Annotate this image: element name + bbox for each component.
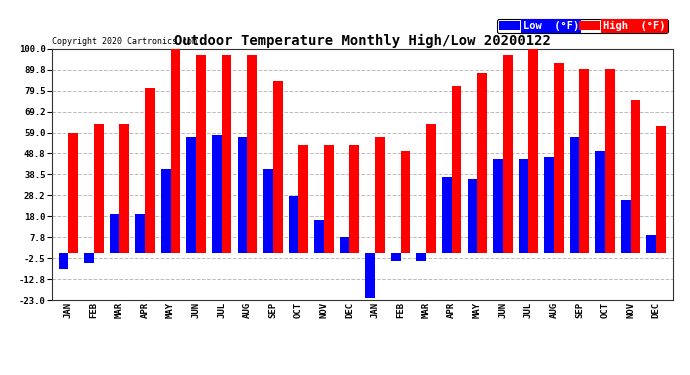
Bar	[595, 151, 605, 253]
Bar	[554, 63, 564, 253]
Bar	[135, 214, 145, 253]
Bar	[247, 55, 257, 253]
Title: Outdoor Temperature Monthly High/Low 20200122: Outdoor Temperature Monthly High/Low 202…	[174, 33, 551, 48]
Bar	[529, 49, 538, 253]
Bar	[196, 55, 206, 253]
Bar	[452, 86, 462, 253]
Bar	[544, 157, 554, 253]
Bar	[94, 124, 104, 253]
Bar	[237, 136, 247, 253]
Bar	[442, 177, 452, 253]
Bar	[212, 135, 221, 253]
Bar	[375, 136, 385, 253]
Bar	[426, 124, 436, 253]
Bar	[221, 55, 231, 253]
Bar	[68, 132, 78, 253]
Bar	[605, 69, 615, 253]
Bar	[110, 214, 119, 253]
Bar	[288, 196, 298, 253]
Bar	[570, 136, 580, 253]
Bar	[580, 69, 589, 253]
Bar	[273, 81, 282, 253]
Bar	[186, 136, 196, 253]
Bar	[631, 100, 640, 253]
Bar	[468, 180, 477, 253]
Bar	[519, 159, 529, 253]
Bar	[365, 253, 375, 298]
Bar	[349, 145, 359, 253]
Bar	[145, 87, 155, 253]
Legend: Low  (°F), High  (°F): Low (°F), High (°F)	[497, 19, 667, 33]
Bar	[314, 220, 324, 253]
Bar	[298, 145, 308, 253]
Bar	[656, 126, 666, 253]
Bar	[119, 124, 129, 253]
Bar	[59, 253, 68, 269]
Bar	[647, 235, 656, 253]
Bar	[621, 200, 631, 253]
Bar	[391, 253, 401, 261]
Bar	[503, 55, 513, 253]
Bar	[324, 145, 334, 253]
Bar	[493, 159, 503, 253]
Bar	[417, 253, 426, 261]
Bar	[161, 169, 170, 253]
Bar	[84, 253, 94, 263]
Bar	[170, 45, 180, 253]
Text: Copyright 2020 Cartronics.com: Copyright 2020 Cartronics.com	[52, 37, 197, 46]
Bar	[401, 151, 411, 253]
Bar	[477, 73, 487, 253]
Bar	[339, 237, 349, 253]
Bar	[263, 169, 273, 253]
